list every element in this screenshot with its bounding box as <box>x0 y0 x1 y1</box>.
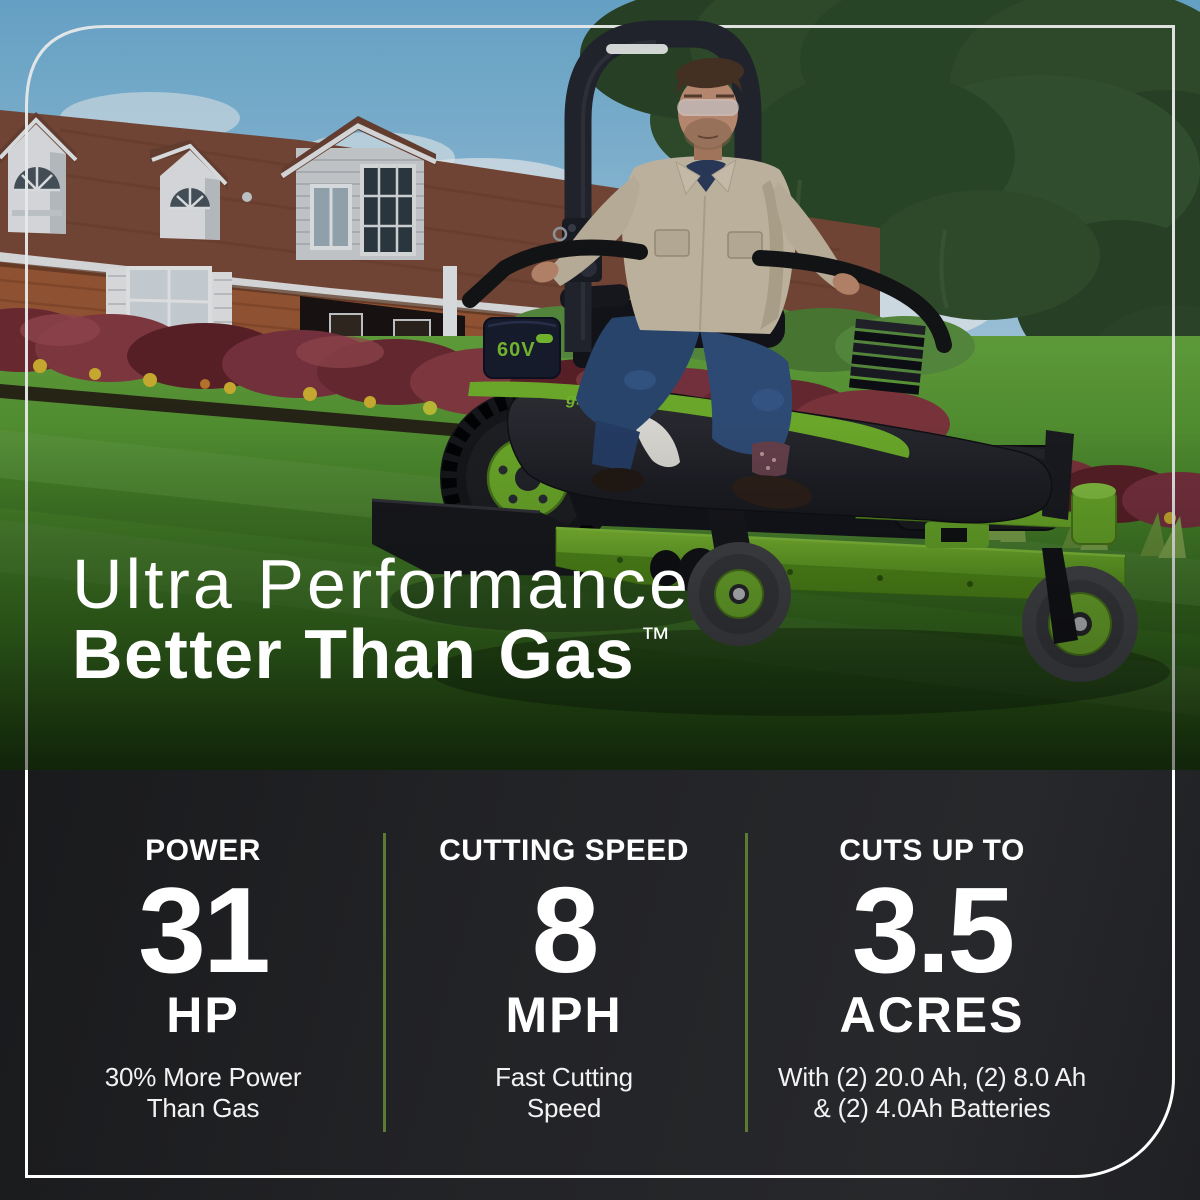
headline: Ultra Performance Better Than Gas ™ <box>72 545 691 704</box>
headline-line1: Ultra Performance <box>72 545 691 623</box>
spec-column-power: POWER 31 HP 30% More Power Than Gas <box>25 770 381 1124</box>
spec-unit: MPH <box>505 987 623 1044</box>
spec-description: 30% More Power Than Gas <box>104 1062 302 1124</box>
spec-description: Fast Cutting Speed <box>495 1062 633 1124</box>
spec-label: CUTTING SPEED <box>439 834 689 867</box>
spec-column-acres: CUTS UP TO 3.5 ACRES With (2) 20.0 Ah, (… <box>745 770 1175 1124</box>
spec-value: 31 <box>138 862 271 998</box>
photo-vignette <box>0 0 1200 770</box>
spec-column-cutting-speed: CUTTING SPEED 8 MPH Fast Cutting Speed <box>383 770 745 1124</box>
photo-scene-svg: 60V greenworks <box>0 0 1200 776</box>
spec-unit: HP <box>166 987 240 1044</box>
spec-description: With (2) 20.0 Ah, (2) 8.0 Ah & (2) 4.0Ah… <box>778 1062 1086 1124</box>
spec-unit: ACRES <box>839 987 1025 1044</box>
spec-value: 3.5 <box>851 862 1016 998</box>
trademark-symbol: ™ <box>640 622 671 655</box>
specs-band <box>0 770 1200 1200</box>
hero-photo: 60V greenworks <box>0 0 1200 776</box>
spec-label: POWER <box>145 834 261 867</box>
column-divider <box>745 833 748 1132</box>
headline-line2: Better Than Gas ™ <box>72 615 671 693</box>
spec-value: 8 <box>531 862 600 998</box>
column-divider <box>383 833 386 1132</box>
spec-label: CUTS UP TO <box>839 834 1025 867</box>
